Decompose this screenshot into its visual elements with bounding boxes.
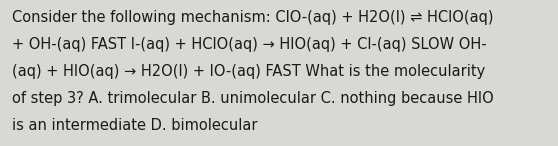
Text: Consider the following mechanism: ClO-(aq) + H2O(l) ⇌ HClO(aq): Consider the following mechanism: ClO-(a… [12, 10, 494, 25]
Text: of step 3? A. trimolecular B. unimolecular C. nothing because HIO: of step 3? A. trimolecular B. unimolecul… [12, 91, 494, 106]
Text: + OH-(aq) FAST I-(aq) + HClO(aq) → HIO(aq) + Cl-(aq) SLOW OH-: + OH-(aq) FAST I-(aq) + HClO(aq) → HIO(a… [12, 37, 487, 52]
Text: is an intermediate D. bimolecular: is an intermediate D. bimolecular [12, 118, 258, 133]
Text: (aq) + HIO(aq) → H2O(l) + IO-(aq) FAST What is the molecularity: (aq) + HIO(aq) → H2O(l) + IO-(aq) FAST W… [12, 64, 485, 79]
